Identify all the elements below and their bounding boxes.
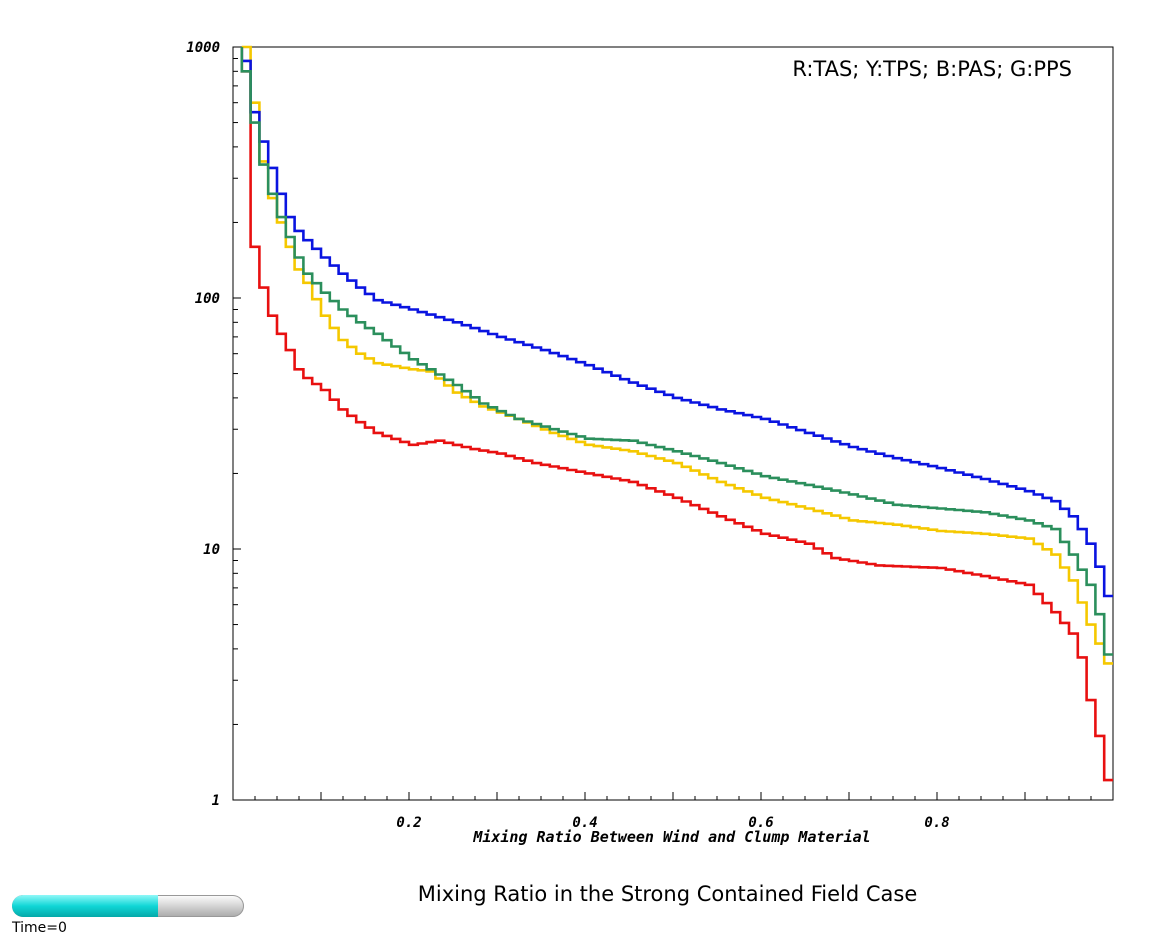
y-tick-label-100: 100 (195, 291, 220, 307)
x-axis-label: Mixing Ratio Between Wind and Clump Mate… (472, 828, 870, 846)
series-group (240, 45, 1113, 782)
time-slider-fill (12, 895, 159, 917)
chart-title: Mixing Ratio in the Strong Contained Fie… (417, 882, 918, 906)
x-tick-label-0.4: 0.4 (572, 815, 597, 831)
series-line-G (240, 47, 1113, 656)
y-minor-ticks (233, 46, 241, 801)
x-tick-marks (254, 792, 1092, 800)
series-line-Y (241, 45, 1113, 665)
time-slider[interactable] (12, 895, 244, 917)
y-tick-label-1: 1 (212, 793, 220, 809)
x-tick-label-0.8: 0.8 (924, 815, 949, 831)
time-label: Time=0 (12, 920, 67, 936)
legend-text: R:TAS; Y:TPS; B:PAS; G:PPS (792, 57, 1072, 81)
x-tick-label-0.2: 0.2 (396, 815, 421, 831)
series-line-B (240, 47, 1113, 598)
series-line-R (240, 47, 1113, 782)
x-tick-label-0.6: 0.6 (748, 815, 773, 831)
y-tick-label-1000: 1000 (186, 40, 220, 56)
y-tick-label-10: 10 (203, 542, 220, 558)
